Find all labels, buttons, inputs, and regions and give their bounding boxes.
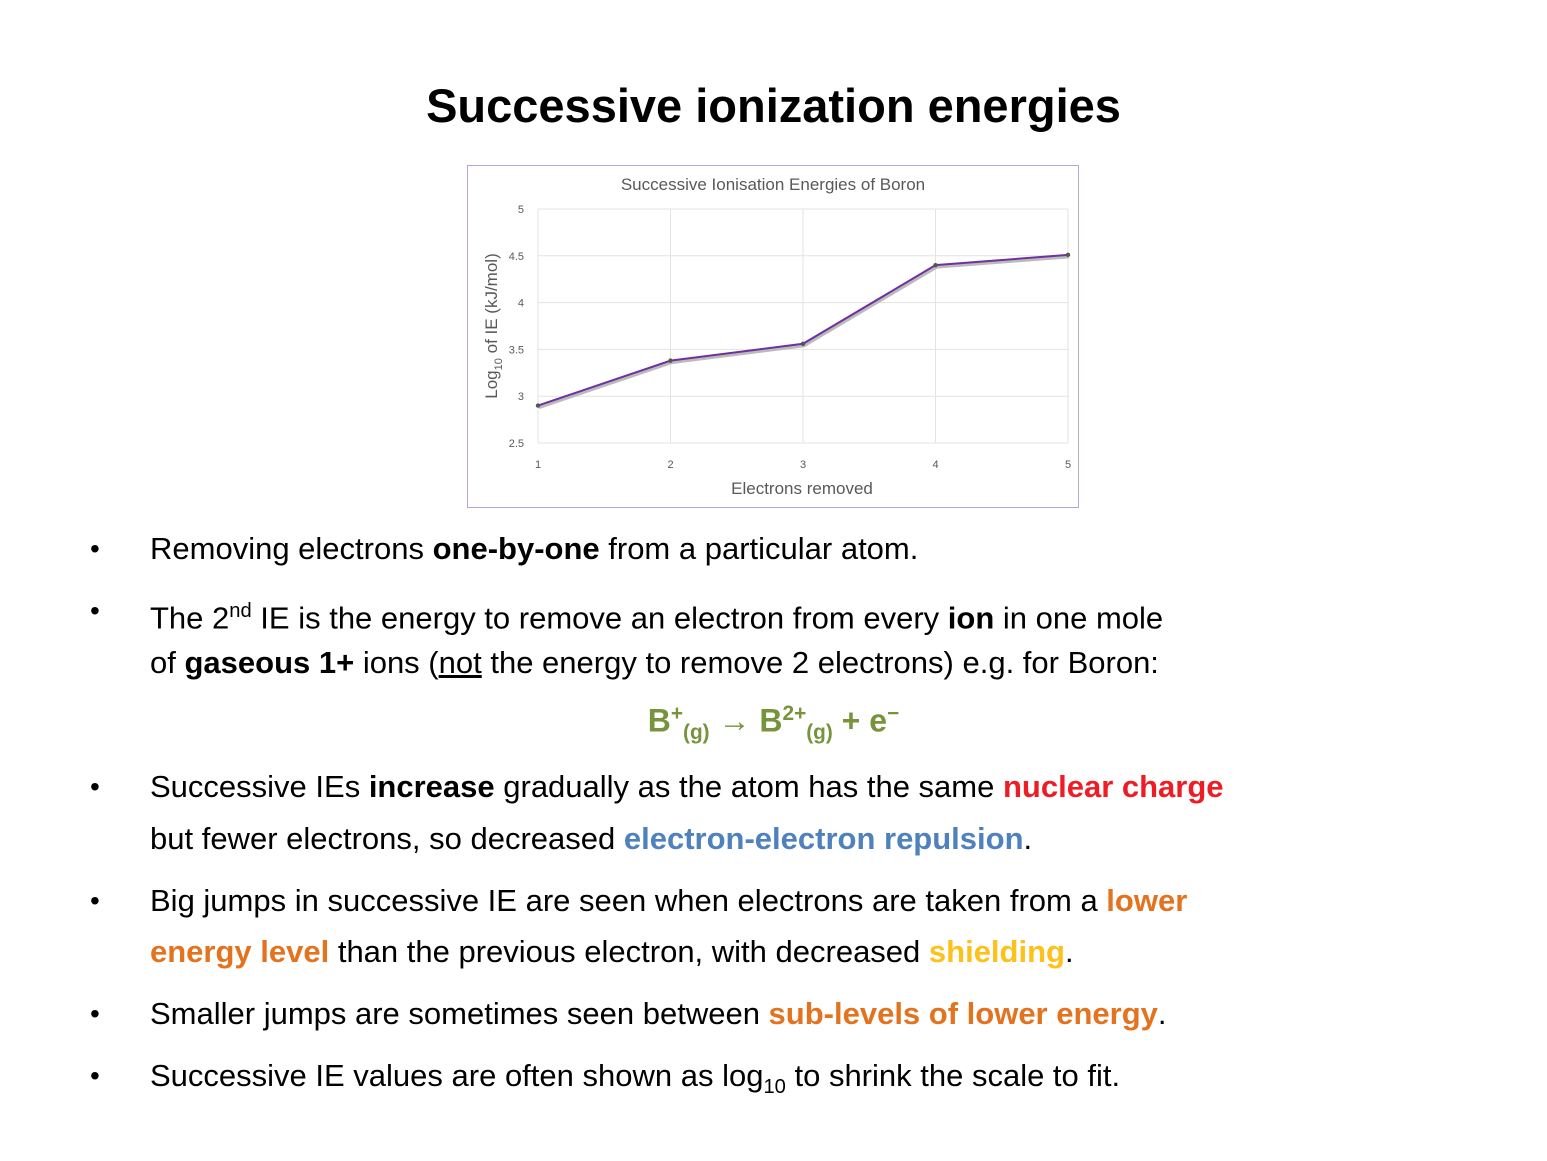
chart-ticks: 2.5 3 3.5 4 4.5 5 1 2 3 4 5 [509, 204, 1071, 471]
data-point [535, 403, 541, 408]
bullet-6: Successive IE values are often shown as … [150, 1058, 1121, 1099]
y-tick-label: 4 [518, 298, 524, 310]
bullet-3-line-2: but fewer electrons, so decreased electr… [150, 821, 1033, 856]
bullet-marker: • [90, 771, 100, 802]
bullet-3-line-1: Successive IEs increase gradually as the… [150, 769, 1224, 804]
x-tick-label: 3 [800, 459, 806, 471]
chart-svg: Successive Ionisation Energies of Boron … [482, 175, 1071, 498]
bullet-marker: • [90, 998, 100, 1029]
slide-title: Successive ionization energies [426, 79, 1121, 132]
y-tick-label: 3.5 [509, 344, 524, 356]
x-axis-label: Electrons removed [731, 479, 873, 498]
x-tick-label: 2 [667, 459, 673, 471]
ionisation-equation: B+(g) → B2+(g) + e− [647, 702, 900, 745]
y-tick-label: 5 [518, 204, 524, 216]
data-point [1065, 252, 1071, 258]
bullet-5: Smaller jumps are sometimes seen between… [150, 996, 1167, 1031]
bullet-2-line-1: The 2nd IE is the energy to remove an el… [150, 600, 1164, 636]
bullet-4-line-2: energy level than the previous electron,… [150, 934, 1074, 969]
y-tick-label: 3 [518, 391, 524, 403]
chart-title: Successive Ionisation Energies of Boron [621, 175, 925, 194]
x-tick-label: 4 [932, 459, 938, 471]
ionisation-chart: Successive Ionisation Energies of Boron … [467, 165, 1079, 508]
x-tick-label: 1 [535, 459, 541, 471]
bullet-marker: • [90, 533, 100, 564]
bullet-1: Removing electrons one-by-one from a par… [150, 531, 919, 566]
bullet-4-line-1: Big jumps in successive IE are seen when… [150, 883, 1188, 918]
series-line-shadow [538, 255, 1070, 409]
bullet-marker: • [90, 595, 100, 626]
chart-series [535, 252, 1071, 409]
y-tick-label: 2.5 [509, 438, 524, 450]
data-point [933, 262, 938, 268]
x-tick-label: 5 [1065, 459, 1071, 471]
bullet-marker: • [90, 1060, 100, 1091]
data-point [800, 341, 806, 346]
y-tick-label: 4.5 [509, 251, 524, 263]
data-point [668, 358, 673, 363]
chart-grid [537, 208, 1069, 444]
y-axis-label: Log10 of IE (kJ/mol) [482, 253, 505, 398]
bullet-marker: • [90, 885, 100, 916]
bullet-2-line-2: of gaseous 1+ ions (not the energy to re… [150, 645, 1159, 680]
